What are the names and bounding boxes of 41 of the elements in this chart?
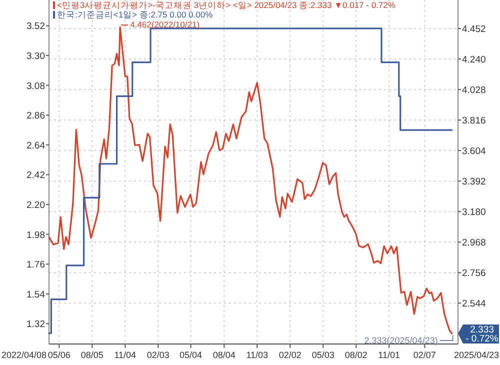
y-tick-label: 3.52 — [26, 21, 45, 32]
y-tick-label: 1.32 — [26, 319, 45, 330]
y-tick-label: 3.30 — [26, 51, 45, 62]
y2-tick-label: 2.756 — [462, 268, 486, 280]
y-tick-label: 2.86 — [26, 110, 45, 122]
legend-label: 한국:기준금리<1일> 종:2.75 0.00 0.00% — [57, 10, 214, 20]
legend-label: <민평3사평균시가평가>-국고채권 3년이하> <일> 2025/04/23 종:2.333 ▼0.017 - 0.72% — [57, 0, 396, 10]
x-tick-label: 05/04 — [180, 350, 202, 360]
x-tick-label: 05/03 — [312, 350, 334, 360]
annotation: 4.462(2022/10/21) — [120, 20, 200, 30]
y2-tick-label: 4.452 — [462, 24, 486, 35]
y-tick-label: 2.42 — [26, 170, 45, 182]
y2-tick-label: 4.028 — [462, 85, 486, 96]
annotation: 2.333(2025/04/23) — [364, 335, 438, 346]
y-tick-label: 3.08 — [26, 80, 45, 92]
y-tick-label: 2.64 — [26, 140, 45, 152]
x-tick-label: 08/04 — [212, 350, 236, 360]
x-tick-label: 11/03 — [246, 350, 268, 360]
annotation: 2.333 - 0.72% — [458, 324, 499, 344]
y2-tick-label: 3.392 — [462, 176, 486, 188]
x-tick-label: 11/04 — [114, 350, 136, 360]
x-tick-label: 08/02 — [344, 350, 368, 360]
x-tick-label: 05/06 — [48, 350, 70, 360]
y-tick-label: 1.76 — [26, 260, 45, 271]
annotation: 2025/04/23 — [454, 350, 499, 360]
y-tick-label: 1.54 — [26, 289, 45, 300]
x-tick-label: 02/07 — [413, 350, 436, 360]
annotation: 2.333(2025/04/23) — [364, 335, 454, 346]
y2-tick-label: 4.240 — [462, 54, 486, 66]
y-tick-label: 1.98 — [26, 230, 45, 241]
y2-tick-label: 3.816 — [462, 116, 486, 127]
x-tick-label: 02/02 — [278, 350, 302, 360]
y2-tick-label: 3.180 — [462, 207, 486, 218]
x-tick-label: 02/03 — [146, 350, 170, 360]
y2-tick-label: 3.604 — [462, 146, 486, 158]
y2-tick-label: 2.968 — [462, 238, 486, 249]
y-tick-label: 2.20 — [26, 200, 45, 212]
annotation: 2022/04/08 — [1, 350, 46, 360]
y2-tick-label: 2.544 — [462, 298, 486, 310]
x-tick-label: 11/01 — [378, 350, 400, 360]
x-tick-label: 08/05 — [80, 350, 104, 360]
